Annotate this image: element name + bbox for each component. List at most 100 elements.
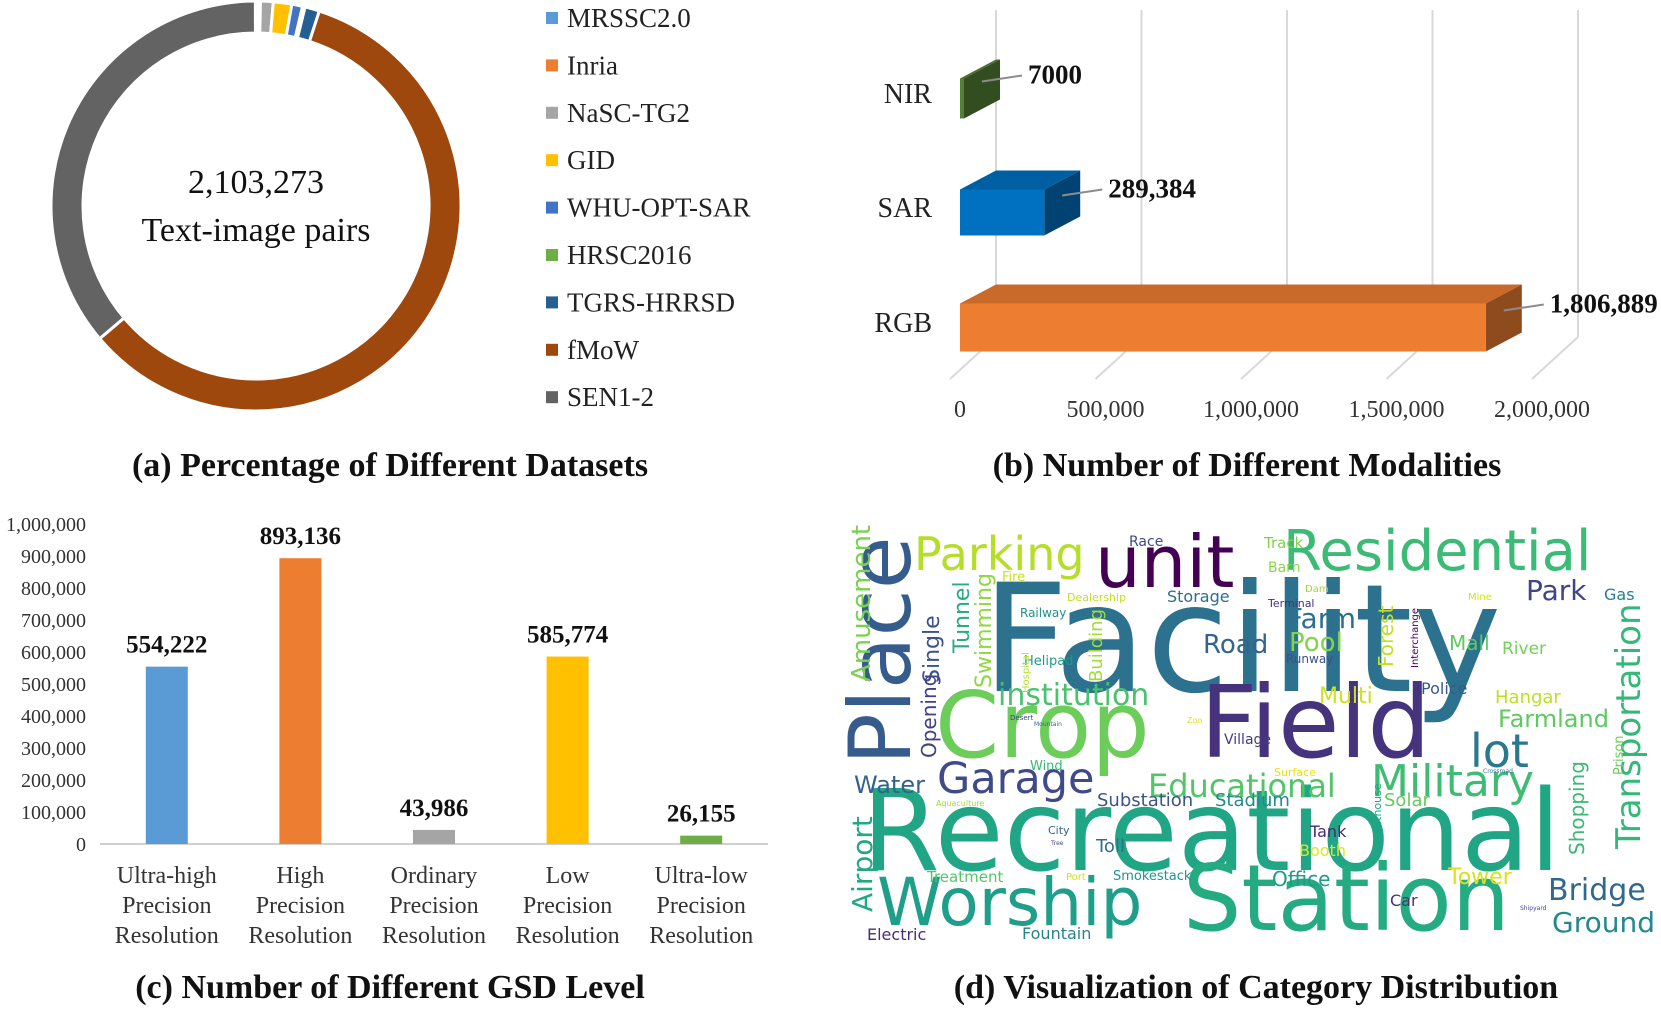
hbar-bar-side-rgb	[1485, 284, 1522, 352]
hbar-leader-line-sar	[1062, 188, 1103, 197]
vbar-bars	[145, 558, 723, 844]
wordcloud-word-educational: Educational	[1148, 767, 1336, 805]
vbar-value-label-low: 585,774	[527, 622, 609, 649]
wordcloud-word-single: Single	[920, 615, 945, 683]
wordcloud-word-wind: Wind	[1030, 759, 1063, 774]
hbar-category-nir: NIR	[884, 79, 933, 110]
wordcloud-word-crop: Crop	[935, 672, 1150, 779]
wordcloud-word-runway: Runway	[1286, 652, 1333, 666]
wordcloud-word-treatment: Treatment	[926, 868, 1003, 886]
wordcloud-word-farmland: Farmland	[1498, 705, 1609, 733]
wordcloud-word-garage: Garage	[937, 754, 1094, 804]
wordcloud-word-mountain: Mountain	[1034, 721, 1062, 728]
wordcloud-word-interchange: Interchange	[1410, 608, 1421, 668]
legend-swatch-inria	[546, 59, 558, 72]
vbar-y-tick-label: 600,000	[21, 642, 86, 664]
vbar-value-label-ultra-low: 26,155	[667, 801, 736, 828]
legend-swatch-gid	[546, 154, 558, 167]
vbar-bar-ultra-low	[680, 835, 723, 844]
legend-label-whu-opt-sar: WHU-OPT-SAR	[567, 193, 751, 223]
wordcloud-word-city: City	[1048, 824, 1070, 837]
vbar-y-tick-label: 800,000	[21, 578, 86, 600]
wordcloud-word-helipad: Helipad	[1024, 654, 1073, 669]
wordcloud-word-tunnel: Tunnel	[950, 581, 975, 654]
hbar-category-rgb: RGB	[874, 308, 932, 339]
vbar-y-tick-label: 300,000	[21, 738, 86, 760]
vbar-value-labels: 554,222 893,136 43,986 585,774 26,155	[126, 523, 735, 827]
vbar-category-label-high: Precision	[256, 893, 345, 919]
caption-d: (d) Visualization of Category Distributi…	[954, 969, 1559, 1006]
hbar-x-tick-label: 0	[954, 397, 966, 423]
wordcloud-word-ground: Ground	[1552, 906, 1655, 939]
wordcloud-word-place: Place	[831, 536, 931, 765]
legend-swatch-fmow	[546, 343, 558, 356]
wordcloud-word-river: River	[1502, 639, 1546, 659]
hbar-value-label-sar: 289,384	[1108, 174, 1196, 204]
hbar-bar-side-sar	[1044, 170, 1081, 236]
legend-label-gid: GID	[567, 145, 615, 175]
legend-swatch-whu-opt-sar	[546, 201, 558, 214]
wordcloud-word-prison: Prison	[1612, 735, 1627, 775]
vbar-y-tick-label: 0	[76, 834, 86, 856]
vbar-y-tick-label: 200,000	[21, 770, 86, 792]
wordcloud-word-smokestack: Smokestack	[1113, 869, 1192, 884]
donut-slice-sen1-2	[49, 0, 257, 341]
vbar-y-tick-label: 900,000	[21, 546, 86, 568]
donut-slices	[49, 0, 463, 413]
hbar-bar-top-rgb	[960, 284, 1522, 304]
vbar-category-label-high: High	[276, 863, 324, 889]
vbar-category-label-ultra-high: Ultra-high	[117, 863, 217, 889]
wordcloud-word-forest: Forest	[1374, 605, 1398, 667]
hbar-x-tick-label: 1,000,000	[1203, 397, 1299, 423]
legend-swatch-tgrs-hrrsd	[546, 296, 558, 309]
hbar-leader-line-rgb	[1503, 303, 1544, 312]
hbar-bars	[960, 59, 1522, 352]
vbar-bar-high	[279, 558, 322, 844]
hbar-bar-nir	[960, 78, 964, 119]
wordcloud-word-mall: Mall	[1449, 631, 1490, 655]
wordcloud-word-surface: Surface	[1274, 766, 1316, 779]
donut-center-label: Text-image pairs	[142, 212, 371, 249]
hbar-bar-sar	[960, 189, 1045, 236]
wordcloud-word-barn: Barn	[1268, 560, 1301, 576]
hbar-value-labels: 7000 289,384 1,806,889	[981, 60, 1658, 319]
wordcloud-word-tank: Tank	[1309, 822, 1347, 841]
wordcloud-word-police: Police	[1421, 679, 1467, 698]
wordcloud-word-worship: Worship	[877, 864, 1142, 941]
hbar-bar-rgb	[960, 303, 1486, 352]
vbar-bar-ordinary	[413, 829, 455, 844]
caption-c: (c) Number of Different GSD Level	[135, 969, 645, 1006]
wordcloud-word-substation: Substation	[1097, 790, 1193, 811]
wordcloud-word-institution: institution	[998, 678, 1149, 713]
hbar-value-label-nir: 7000	[1028, 60, 1082, 90]
legend-label-nasc-tg2: NaSC-TG2	[567, 98, 690, 128]
vbar-category-label-low: Precision	[523, 893, 612, 919]
wordcloud-word-recreational: Recreational	[862, 767, 1561, 897]
wordcloud-word-building: Building	[1086, 609, 1107, 682]
wordcloud-word-farm: Farm	[1287, 602, 1356, 635]
vbar-category-label-low: Resolution	[516, 923, 620, 949]
hbar-bar-top-sar	[960, 170, 1081, 190]
wordcloud-word-park: Park	[1526, 574, 1587, 607]
vbar-category-labels: Ultra-high Precision Resolution High Precisi…	[115, 863, 753, 949]
wordcloud-word-shipyard: Shipyard	[1520, 905, 1547, 912]
legend-swatch-hrsc2016	[546, 249, 558, 261]
wordcloud-word-transportation: Transportation	[1609, 603, 1649, 850]
vbar-category-label-ultra-high: Precision	[122, 893, 211, 919]
wordcloud-word-swimming: Swimming	[972, 573, 997, 688]
wordcloud-word-dam: Dam	[1305, 584, 1329, 595]
wordcloud-word-tree: Tree	[1050, 840, 1064, 847]
vbar-y-tick-labels: 0 100,000 200,000 300,000 400,000 500,000 600,…	[6, 514, 86, 856]
vbar-y-tick-label: 1,000,000	[6, 514, 86, 536]
wordcloud-word-station: Station	[1183, 845, 1510, 952]
wordcloud-word-zoo: Zoo	[1187, 716, 1202, 725]
legend-label-sen1-2: SEN1-2	[567, 382, 654, 412]
wordcloud-word-fountain: Fountain	[1022, 924, 1091, 943]
wordcloud-word-parking: Parking	[914, 527, 1085, 581]
legend-label-hrsc2016: HRSC2016	[567, 240, 692, 270]
legend-label-tgrs-hrrsd: TGRS-HRRSD	[567, 287, 735, 317]
wordcloud-word-village: Village	[1224, 732, 1271, 748]
wordcloud-word-office: Office	[1272, 867, 1330, 891]
